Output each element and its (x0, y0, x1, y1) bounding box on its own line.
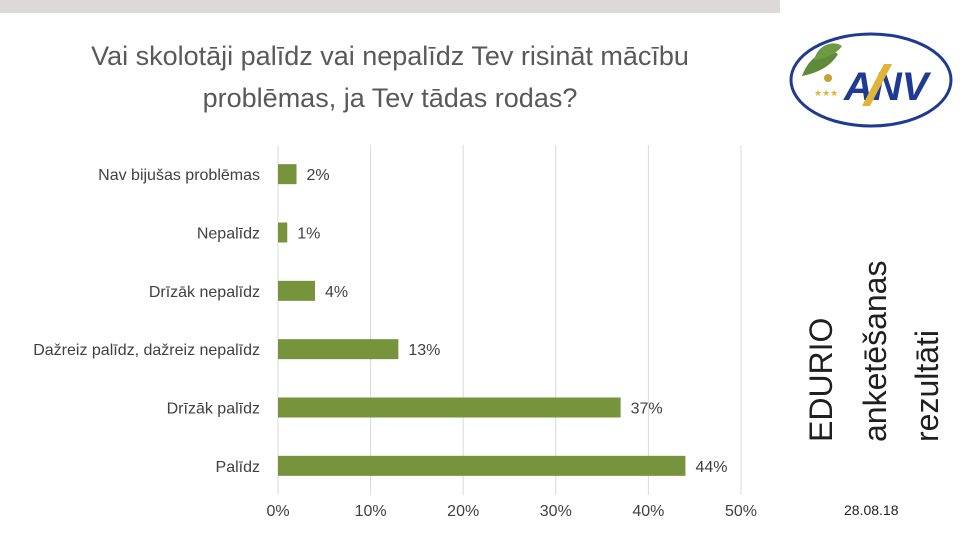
value-label: 1% (297, 226, 320, 243)
sidebar-title-line-3: rezultāti (909, 330, 945, 442)
category-label: Nav bijušas problēmas (98, 167, 260, 184)
bar (278, 397, 621, 418)
bar-chart: 0% 10% 20% 30% 40% 50% Nav bijušas problēmas 2%… (33, 145, 757, 520)
category-label: Drīzāk palīdz (167, 401, 260, 418)
logo-ring (789, 32, 953, 128)
anv-logo: ANV ★★★ (789, 32, 953, 128)
category-label: Dažreiz palīdz, dažreiz nepalīdz (33, 342, 260, 359)
sidebar-title-line-1: EDURIO (803, 318, 839, 442)
oak-leaf-icon (802, 43, 842, 82)
bar (278, 339, 399, 360)
chart-title-line-2: problēmas, ja Tev tādas rodas? (202, 83, 578, 113)
value-label: 2% (307, 167, 330, 184)
sidebar-title: EDURIO anketēšanas rezultāti (803, 261, 945, 442)
value-label: 44% (695, 459, 727, 476)
chart-title-line-1: Vai skolotāji palīdz vai nepalīdz Tev ri… (91, 41, 689, 71)
sidebar-title-line-2: anketēšanas (857, 261, 893, 442)
bar (278, 164, 297, 185)
date-label: 28.08.18 (844, 502, 899, 518)
category-label: Drīzāk nepalīdz (149, 284, 260, 301)
star-icons: ★★★ (814, 89, 838, 99)
chart-title: Vai skolotāji palīdz vai nepalīdz Tev ri… (0, 35, 780, 119)
category-label: Nepalīdz (197, 226, 260, 243)
bar (278, 222, 288, 243)
logo-accent-stroke (862, 64, 892, 106)
value-label: 13% (408, 342, 440, 359)
chart-area: Vai skolotāji palīdz vai nepalīdz Tev ri… (0, 13, 780, 540)
x-tick-label: 30% (540, 503, 572, 520)
value-label: 4% (325, 284, 348, 301)
x-tick-label: 10% (355, 503, 387, 520)
bar (278, 455, 686, 476)
right-panel: EDURIO anketēšanas rezultāti (780, 0, 960, 540)
top-bar (0, 0, 780, 13)
x-tick-label: 40% (632, 503, 664, 520)
x-tick-label: 20% (447, 503, 479, 520)
category-label: Palīdz (216, 459, 260, 476)
x-tick-label: 0% (266, 503, 289, 520)
x-tick-label: 50% (725, 503, 757, 520)
bar (278, 280, 316, 301)
value-label: 37% (631, 401, 663, 418)
